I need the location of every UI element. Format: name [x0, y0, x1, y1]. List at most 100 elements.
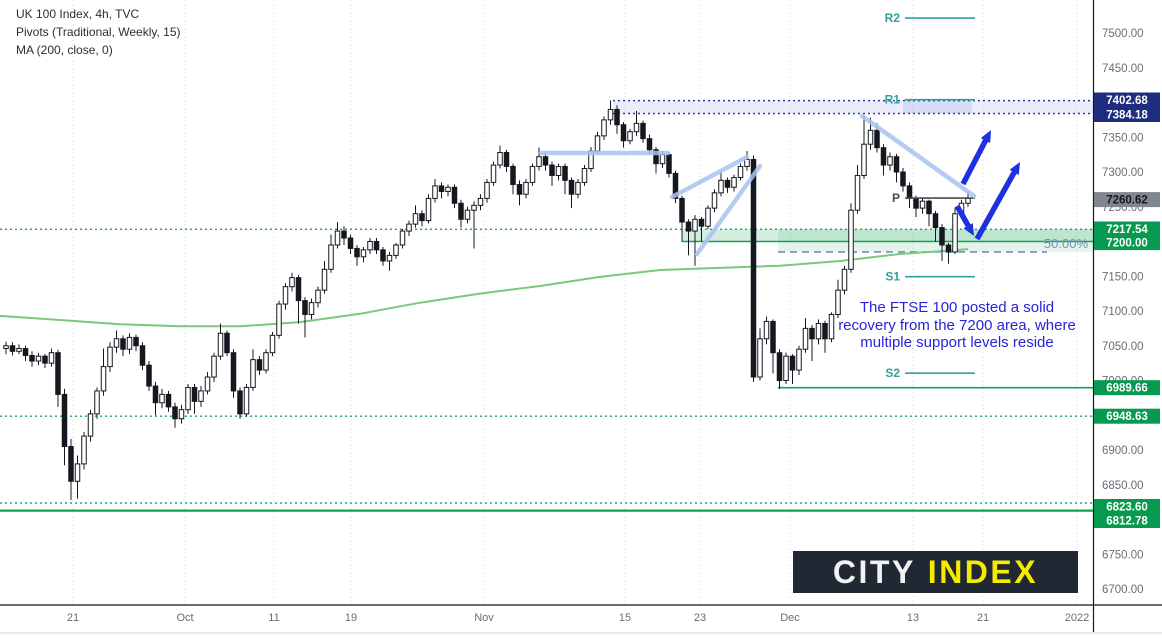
candle: [74, 463, 81, 482]
price-tick: 6900.00: [1102, 445, 1144, 457]
candle: [399, 230, 406, 246]
price-badge-value: 6948.63: [1106, 411, 1148, 423]
time-tick: 21: [67, 612, 79, 624]
pivot-label: R1: [885, 93, 901, 107]
candle: [256, 359, 263, 371]
candles: [3, 100, 971, 501]
candle: [347, 237, 354, 249]
candle: [945, 244, 952, 253]
trendline: [694, 163, 763, 257]
candle: [575, 181, 581, 195]
candle: [666, 154, 672, 174]
price-badge-value: 6823.60: [1106, 502, 1148, 514]
pivot-label: R2: [885, 11, 901, 25]
candle: [42, 355, 48, 364]
candle: [789, 355, 796, 371]
candle: [828, 313, 835, 340]
candle: [705, 207, 711, 227]
logo-index-text: INDEX: [927, 554, 1039, 590]
candle: [815, 323, 822, 340]
candle: [822, 323, 828, 340]
price-badge: [1094, 92, 1160, 108]
candle: [698, 218, 705, 227]
candle: [874, 129, 880, 149]
candle: [451, 186, 458, 204]
trendline: [859, 113, 977, 199]
price-badge: [1094, 380, 1160, 396]
time-tick: 19: [345, 612, 357, 624]
candle: [620, 124, 627, 142]
candle: [217, 332, 224, 357]
candle: [224, 332, 230, 354]
projection-arrows: [954, 130, 1020, 241]
price-badge-value: 7402.68: [1106, 95, 1148, 107]
candle: [120, 338, 126, 350]
arrow-head: [1009, 162, 1020, 175]
candle: [185, 386, 191, 411]
candle: [568, 179, 575, 195]
candle: [458, 202, 464, 220]
candle: [906, 185, 913, 199]
candle: [55, 352, 61, 395]
legend-ma-indicator[interactable]: MA (200, close, 0): [16, 43, 113, 57]
candle: [711, 192, 718, 209]
candle: [438, 185, 445, 192]
candle: [308, 302, 315, 315]
time-tick: Nov: [474, 612, 494, 624]
candle: [952, 213, 958, 253]
candle: [276, 303, 282, 336]
candle: [178, 409, 185, 420]
candle: [146, 364, 152, 387]
candle: [555, 165, 562, 176]
legend-symbol[interactable]: UK 100 Index, 4h, TVC: [16, 7, 140, 21]
price-badge: [1094, 499, 1160, 514]
candle: [425, 197, 432, 222]
price-tick: 7450.00: [1102, 63, 1144, 75]
price-tick: 7100.00: [1102, 306, 1144, 318]
price-zone: [903, 100, 972, 114]
candle: [464, 209, 471, 220]
analyst-note-line: The FTSE 100 posted a solid: [859, 299, 1055, 316]
candle: [516, 184, 523, 195]
candle: [380, 249, 386, 262]
candle: [477, 197, 484, 206]
arrow-head: [963, 223, 974, 236]
price-tick: 7150.00: [1102, 271, 1144, 283]
candle: [445, 186, 451, 192]
legend-pivots-indicator[interactable]: Pivots (Traditional, Weekly, 15): [16, 25, 181, 39]
zones: [613, 100, 1093, 252]
analyst-note: The FTSE 100 posted a solid recovery fro…: [833, 299, 1081, 352]
candle: [490, 164, 497, 183]
candle: [172, 406, 178, 420]
time-tick: Dec: [780, 612, 800, 624]
time-tick: 13: [907, 612, 919, 624]
candle: [835, 289, 841, 315]
candle: [542, 156, 549, 166]
price-badge-value: 7217.54: [1106, 224, 1148, 236]
analyst-note-line: multiple support levels reside: [860, 334, 1054, 351]
candle: [529, 165, 536, 183]
price-zone: [682, 229, 1093, 242]
candle: [3, 345, 9, 350]
candle: [48, 352, 55, 364]
candle: [237, 390, 243, 415]
candle: [841, 268, 848, 291]
candle: [360, 249, 367, 258]
candle: [724, 179, 731, 188]
candle: [627, 131, 633, 142]
candle: [932, 213, 939, 229]
candle: [692, 218, 698, 232]
candle: [432, 185, 438, 199]
time-axis: 21 Oct 11 19 Nov 15 23 Dec 13 21 2022: [67, 612, 1089, 624]
price-badge: [1094, 235, 1160, 251]
candle: [367, 241, 373, 251]
candle: [100, 366, 107, 392]
candle: [321, 268, 328, 291]
candle: [939, 227, 945, 246]
logo-city-text: CITY: [832, 554, 916, 590]
candle: [165, 393, 172, 408]
level-lines: [0, 99, 1093, 512]
candle: [913, 197, 919, 209]
